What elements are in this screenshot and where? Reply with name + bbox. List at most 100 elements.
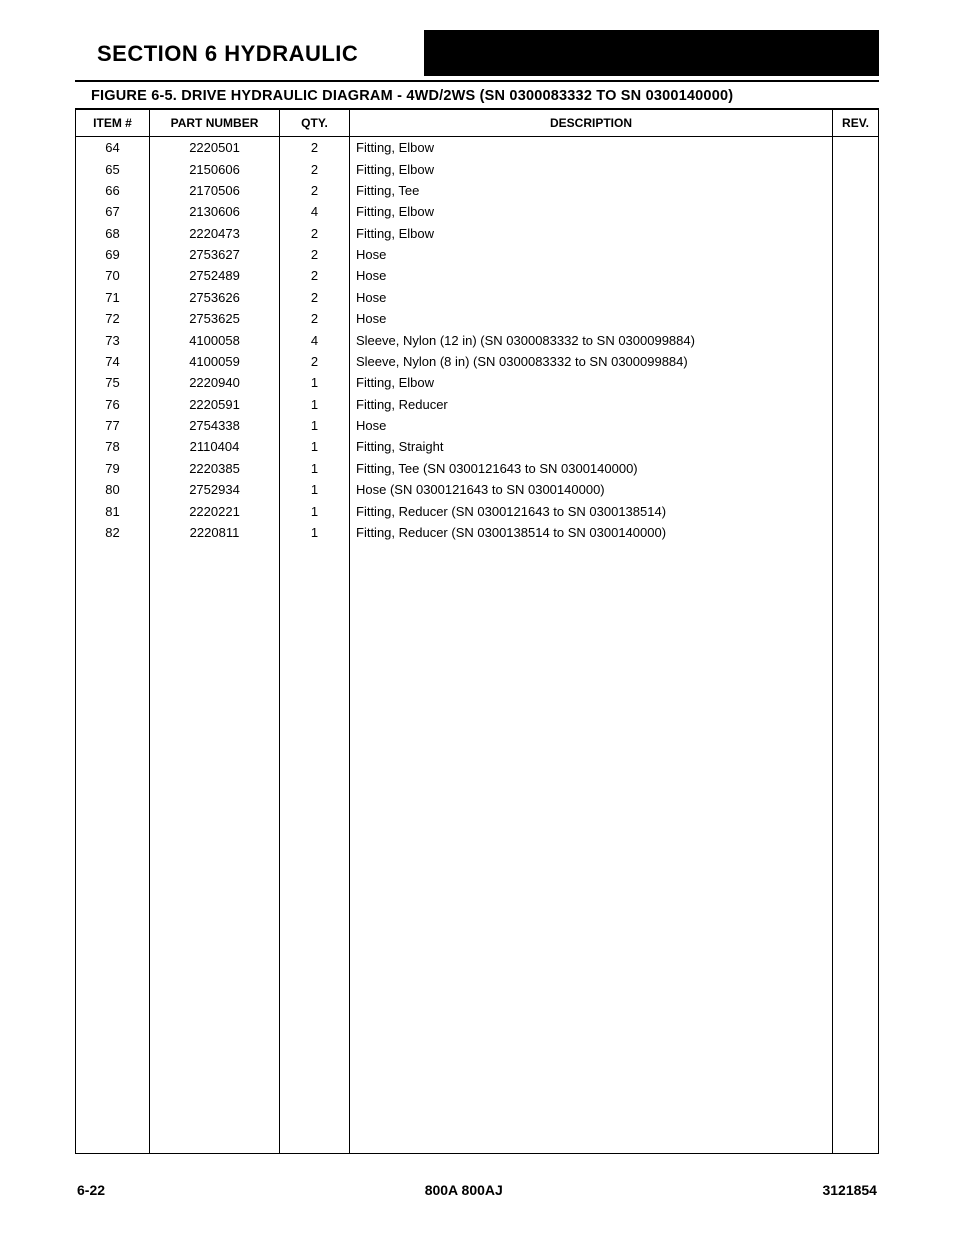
cell-qty: 4 (280, 201, 350, 222)
table-row: 7727543381Hose (76, 415, 879, 436)
cell-item: 74 (76, 351, 150, 372)
cell-item: 75 (76, 372, 150, 393)
table-row: 7821104041Fitting, Straight (76, 436, 879, 457)
cell-desc: Hose (350, 265, 833, 286)
cell-desc: Fitting, Elbow (350, 201, 833, 222)
cell-qty: 1 (280, 415, 350, 436)
cell-rev (833, 436, 879, 457)
cell-desc: Sleeve, Nylon (8 in) (SN 0300083332 to S… (350, 351, 833, 372)
table-row: 6422205012Fitting, Elbow (76, 137, 879, 159)
page: SECTION 6 HYDRAULIC FIGURE 6-5. DRIVE HY… (0, 0, 954, 1218)
cell-qty: 2 (280, 351, 350, 372)
cell-rev (833, 137, 879, 159)
cell-rev (833, 479, 879, 500)
section-title: SECTION 6 HYDRAULIC (97, 41, 358, 67)
table-row: 8122202211Fitting, Reducer (SN 030012164… (76, 500, 879, 521)
cell-part: 4100059 (150, 351, 280, 372)
cell-item: 80 (76, 479, 150, 500)
cell-desc: Fitting, Elbow (350, 158, 833, 179)
cell-part: 2752489 (150, 265, 280, 286)
filler-cell (280, 543, 350, 1153)
table-row: 7227536252Hose (76, 308, 879, 329)
col-header-part: PART NUMBER (150, 109, 280, 137)
cell-qty: 2 (280, 137, 350, 159)
cell-item: 79 (76, 458, 150, 479)
table-row: 8027529341Hose (SN 0300121643 to SN 0300… (76, 479, 879, 500)
col-header-qty: QTY. (280, 109, 350, 137)
cell-desc: Hose (350, 308, 833, 329)
table-row: 6822204732Fitting, Elbow (76, 223, 879, 244)
cell-qty: 4 (280, 329, 350, 350)
cell-part: 2220940 (150, 372, 280, 393)
cell-desc: Fitting, Elbow (350, 372, 833, 393)
table-row: 7441000592Sleeve, Nylon (8 in) (SN 03000… (76, 351, 879, 372)
col-header-desc: DESCRIPTION (350, 109, 833, 137)
cell-qty: 1 (280, 394, 350, 415)
cell-rev (833, 522, 879, 543)
table-row: 7341000584Sleeve, Nylon (12 in) (SN 0300… (76, 329, 879, 350)
cell-part: 2150606 (150, 158, 280, 179)
cell-item: 69 (76, 244, 150, 265)
cell-qty: 2 (280, 265, 350, 286)
cell-item: 73 (76, 329, 150, 350)
cell-rev (833, 394, 879, 415)
cell-desc: Fitting, Elbow (350, 137, 833, 159)
col-header-item: ITEM # (76, 109, 150, 137)
cell-desc: Fitting, Tee (350, 180, 833, 201)
cell-item: 66 (76, 180, 150, 201)
cell-desc: Hose (350, 244, 833, 265)
table-header-row: ITEM # PART NUMBER QTY. DESCRIPTION REV. (76, 109, 879, 137)
cell-part: 2752934 (150, 479, 280, 500)
cell-part: 2170506 (150, 180, 280, 201)
cell-rev (833, 308, 879, 329)
cell-part: 2110404 (150, 436, 280, 457)
cell-qty: 1 (280, 436, 350, 457)
parts-table: ITEM # PART NUMBER QTY. DESCRIPTION REV.… (75, 108, 879, 1154)
cell-item: 81 (76, 500, 150, 521)
cell-part: 2130606 (150, 201, 280, 222)
cell-rev (833, 329, 879, 350)
page-footer: 6-22 800A 800AJ 3121854 (75, 1182, 879, 1198)
cell-rev (833, 458, 879, 479)
cell-item: 70 (76, 265, 150, 286)
figure-title: FIGURE 6-5. DRIVE HYDRAULIC DIAGRAM - 4W… (91, 88, 879, 104)
cell-item: 67 (76, 201, 150, 222)
cell-part: 2753627 (150, 244, 280, 265)
cell-part: 2753625 (150, 308, 280, 329)
cell-desc: Hose (350, 415, 833, 436)
cell-desc: Fitting, Elbow (350, 223, 833, 244)
filler-cell (833, 543, 879, 1153)
cell-part: 2220385 (150, 458, 280, 479)
cell-part: 2220811 (150, 522, 280, 543)
cell-rev (833, 244, 879, 265)
cell-rev (833, 201, 879, 222)
footer-doc-number: 3121854 (822, 1182, 877, 1198)
table-row: 7127536262Hose (76, 287, 879, 308)
cell-qty: 2 (280, 308, 350, 329)
cell-rev (833, 372, 879, 393)
cell-desc: Sleeve, Nylon (12 in) (SN 0300083332 to … (350, 329, 833, 350)
cell-item: 71 (76, 287, 150, 308)
table-row: 6927536272Hose (76, 244, 879, 265)
cell-item: 76 (76, 394, 150, 415)
footer-page-number: 6-22 (77, 1182, 105, 1198)
cell-qty: 1 (280, 458, 350, 479)
table-row: 7922203851Fitting, Tee (SN 0300121643 to… (76, 458, 879, 479)
cell-rev (833, 265, 879, 286)
cell-item: 65 (76, 158, 150, 179)
table-row: 6621705062Fitting, Tee (76, 180, 879, 201)
cell-part: 2754338 (150, 415, 280, 436)
cell-qty: 1 (280, 522, 350, 543)
header-divider (75, 80, 879, 82)
cell-desc: Fitting, Tee (SN 0300121643 to SN 030014… (350, 458, 833, 479)
cell-desc: Hose (350, 287, 833, 308)
cell-item: 78 (76, 436, 150, 457)
cell-part: 4100058 (150, 329, 280, 350)
cell-part: 2753626 (150, 287, 280, 308)
filler-cell (150, 543, 280, 1153)
table-row: 6721306064Fitting, Elbow (76, 201, 879, 222)
cell-rev (833, 287, 879, 308)
table-row: 7027524892Hose (76, 265, 879, 286)
cell-qty: 1 (280, 479, 350, 500)
cell-rev (833, 500, 879, 521)
